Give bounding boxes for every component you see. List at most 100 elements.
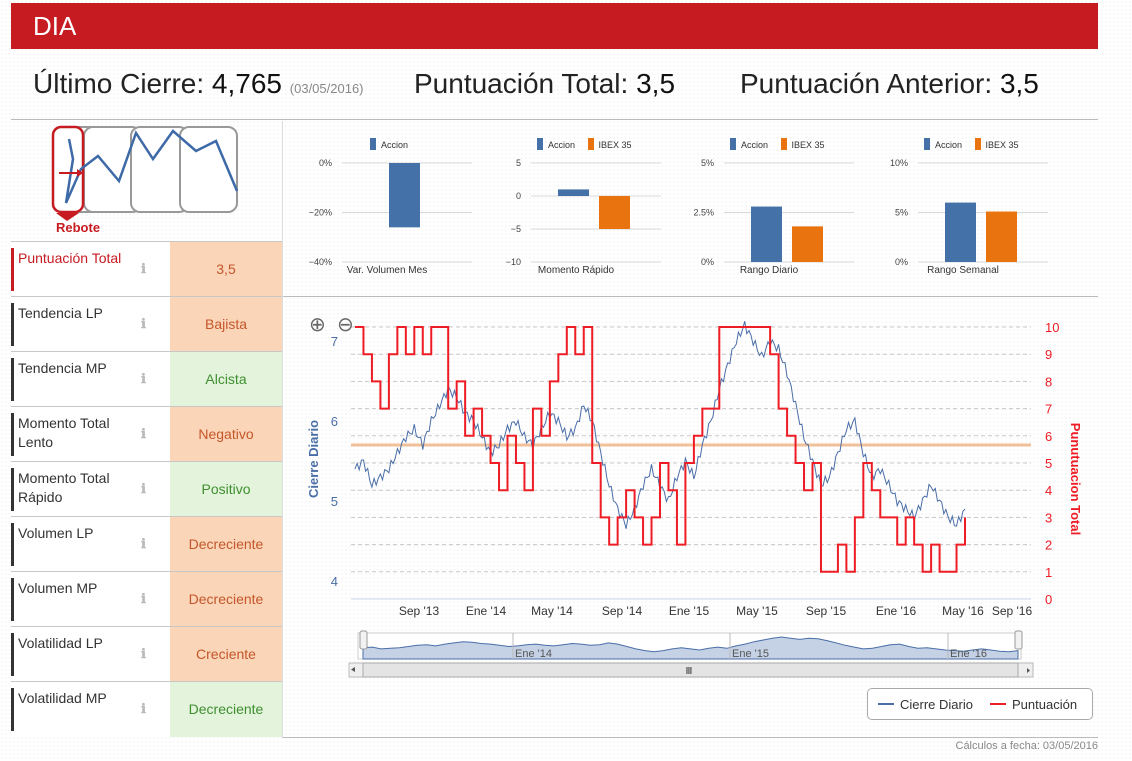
info-icon[interactable]: ℹ [141, 701, 146, 716]
navigator-label: Ene '15 [732, 648, 769, 660]
left-tick-label: 5 [331, 494, 338, 509]
indicator-value: Decreciente [170, 682, 282, 737]
indicator-row: Puntuación Total ℹ 3,5 [11, 241, 282, 297]
left-tick-label: 4 [331, 574, 338, 589]
legend-line-cierre [878, 703, 894, 705]
indicator-row: Tendencia MP ℹ Alcista [11, 351, 282, 407]
indicator-marker [11, 578, 14, 621]
legend-swatch-ibex [587, 138, 594, 150]
bar-accion [389, 163, 420, 228]
indicator-marker [11, 633, 14, 676]
indicator-value: Alcista [170, 352, 282, 407]
left-tick-label: 6 [331, 414, 338, 429]
right-tick-label: 4 [1045, 483, 1052, 498]
scroll-right-arrow[interactable] [1027, 668, 1030, 673]
mini-chart-momento-svg: 5 0 −5 −10 [506, 158, 661, 267]
navigator-handle-left[interactable] [359, 630, 368, 650]
main-chart-svg: 0 1 2 3 4 5 6 7 8 9 10 4 5 6 7 Cierre Diario Punutuacion… [306, 312, 1083, 678]
indicator-value: Negativo [170, 407, 282, 462]
mini-chart-rango-diario-svg: 5% 2.5% 0% [693, 158, 854, 267]
last-close: Último Cierre: 4,765 (03/05/2016) [33, 68, 364, 100]
legend-item-puntuacion[interactable]: Puntuación [990, 697, 1077, 712]
y-tick-label: 0 [516, 191, 521, 201]
indicator-value: Positivo [170, 462, 282, 517]
legend-item-cierre[interactable]: Cierre Diario [878, 697, 973, 712]
scroll-left-arrow[interactable] [351, 667, 355, 672]
legend-label-cierre: Cierre Diario [900, 697, 973, 712]
navigator-handle-right[interactable] [1014, 630, 1023, 650]
divider-top [11, 119, 1098, 120]
indicator-marker [11, 468, 14, 511]
zoom-in-icon[interactable]: ⊕ [309, 312, 326, 336]
right-tick-label: 10 [1045, 320, 1059, 335]
mini-chart-volumen: 0% −20% −40% Accion Var. Volumen Mes [292, 125, 482, 290]
indicator-name: Volatilidad MP [18, 690, 107, 706]
indicator-row: Tendencia LP ℹ Bajista [11, 296, 282, 352]
info-icon[interactable]: ℹ [141, 261, 146, 276]
last-close-value: 4,765 [211, 68, 282, 99]
legend-line-puntuacion [990, 703, 1006, 705]
legend-accion: Accion [381, 140, 409, 150]
mini-chart-rango-diario: 5% 2.5% 0% Accion IBEX 35 Rango Diario [674, 125, 864, 290]
mini-title-rango-diario: Rango Diario [739, 265, 799, 276]
rebote-label: Rebote [56, 220, 101, 235]
series-puntuacion [355, 326, 966, 573]
total-score: Puntuación Total: 3,5 [414, 68, 675, 100]
navigator-label: Ene '16 [950, 648, 987, 660]
x-tick-label: Sep '15 [806, 604, 847, 618]
legend-swatch-accion [537, 138, 543, 150]
bar-accion [945, 202, 976, 262]
indicator-marker [11, 303, 14, 346]
legend-accion: Accion [741, 140, 769, 150]
total-score-label: Puntuación Total: [414, 68, 629, 99]
info-icon[interactable]: ℹ [141, 646, 146, 661]
prev-score-label: Puntuación Anterior: [740, 68, 993, 99]
mini-legend-rango-semanal: Accion IBEX 35 [924, 138, 1019, 150]
y-tick-label: 0% [319, 158, 332, 168]
y-tick-label: 10% [890, 158, 908, 168]
last-close-label: Último Cierre: [33, 68, 205, 99]
legend-accion: Accion [548, 140, 576, 150]
legend-swatch-ibex [780, 138, 787, 150]
legend-ibex: IBEX 35 [985, 140, 1019, 150]
indicator-row: Momento Total Lento ℹ Negativo [11, 406, 282, 462]
y-tick-label: −20% [309, 208, 332, 218]
x-tick-label: Sep '14 [602, 604, 643, 618]
indicator-value: Decreciente [170, 517, 282, 572]
indicator-marker [11, 413, 14, 456]
y-tick-label: 5% [701, 158, 714, 168]
info-icon[interactable]: ℹ [141, 591, 146, 606]
mini-legend-momento: Accion IBEX 35 [537, 138, 632, 150]
last-close-date: (03/05/2016) [289, 81, 364, 96]
right-tick-label: 5 [1045, 456, 1052, 471]
y-tick-label: −40% [309, 257, 332, 267]
indicator-value: Bajista [170, 297, 282, 352]
legend-ibex: IBEX 35 [791, 140, 825, 150]
y-tick-label: −5 [511, 224, 521, 234]
info-icon[interactable]: ℹ [141, 426, 146, 441]
divider-middle [283, 296, 1098, 297]
info-icon[interactable]: ℹ [141, 536, 146, 551]
legend-swatch-accion [370, 138, 376, 150]
zoom-out-icon[interactable]: ⊖ [337, 312, 354, 336]
column-separator [282, 121, 283, 738]
rebote-logo-graphic [51, 125, 239, 221]
legend-accion: Accion [935, 140, 963, 150]
y-tick-label: 0% [701, 257, 714, 267]
rebote-logo: Rebote [11, 121, 282, 241]
x-tick-label: Ene '15 [669, 604, 710, 618]
scrollbar-thumb[interactable] [362, 662, 1019, 678]
bar-accion [751, 206, 782, 262]
x-tick-label: Ene '16 [876, 604, 917, 618]
info-icon[interactable]: ℹ [141, 316, 146, 331]
x-tick-label: Sep '16 [992, 604, 1033, 618]
info-icon[interactable]: ℹ [141, 371, 146, 386]
mini-title-momento: Momento Rápido [537, 265, 615, 276]
indicator-name: Volumen MP [18, 580, 98, 596]
info-icon[interactable]: ℹ [141, 481, 146, 496]
legend-swatch-accion [924, 138, 930, 150]
y-tick-label: 0% [895, 257, 908, 267]
indicator-name: Puntuación Total [18, 250, 122, 266]
mini-chart-rango-semanal: 10% 5% 0% Accion IBEX 35 Rango Semanal [868, 125, 1058, 290]
indicator-value: 3,5 [170, 242, 282, 297]
